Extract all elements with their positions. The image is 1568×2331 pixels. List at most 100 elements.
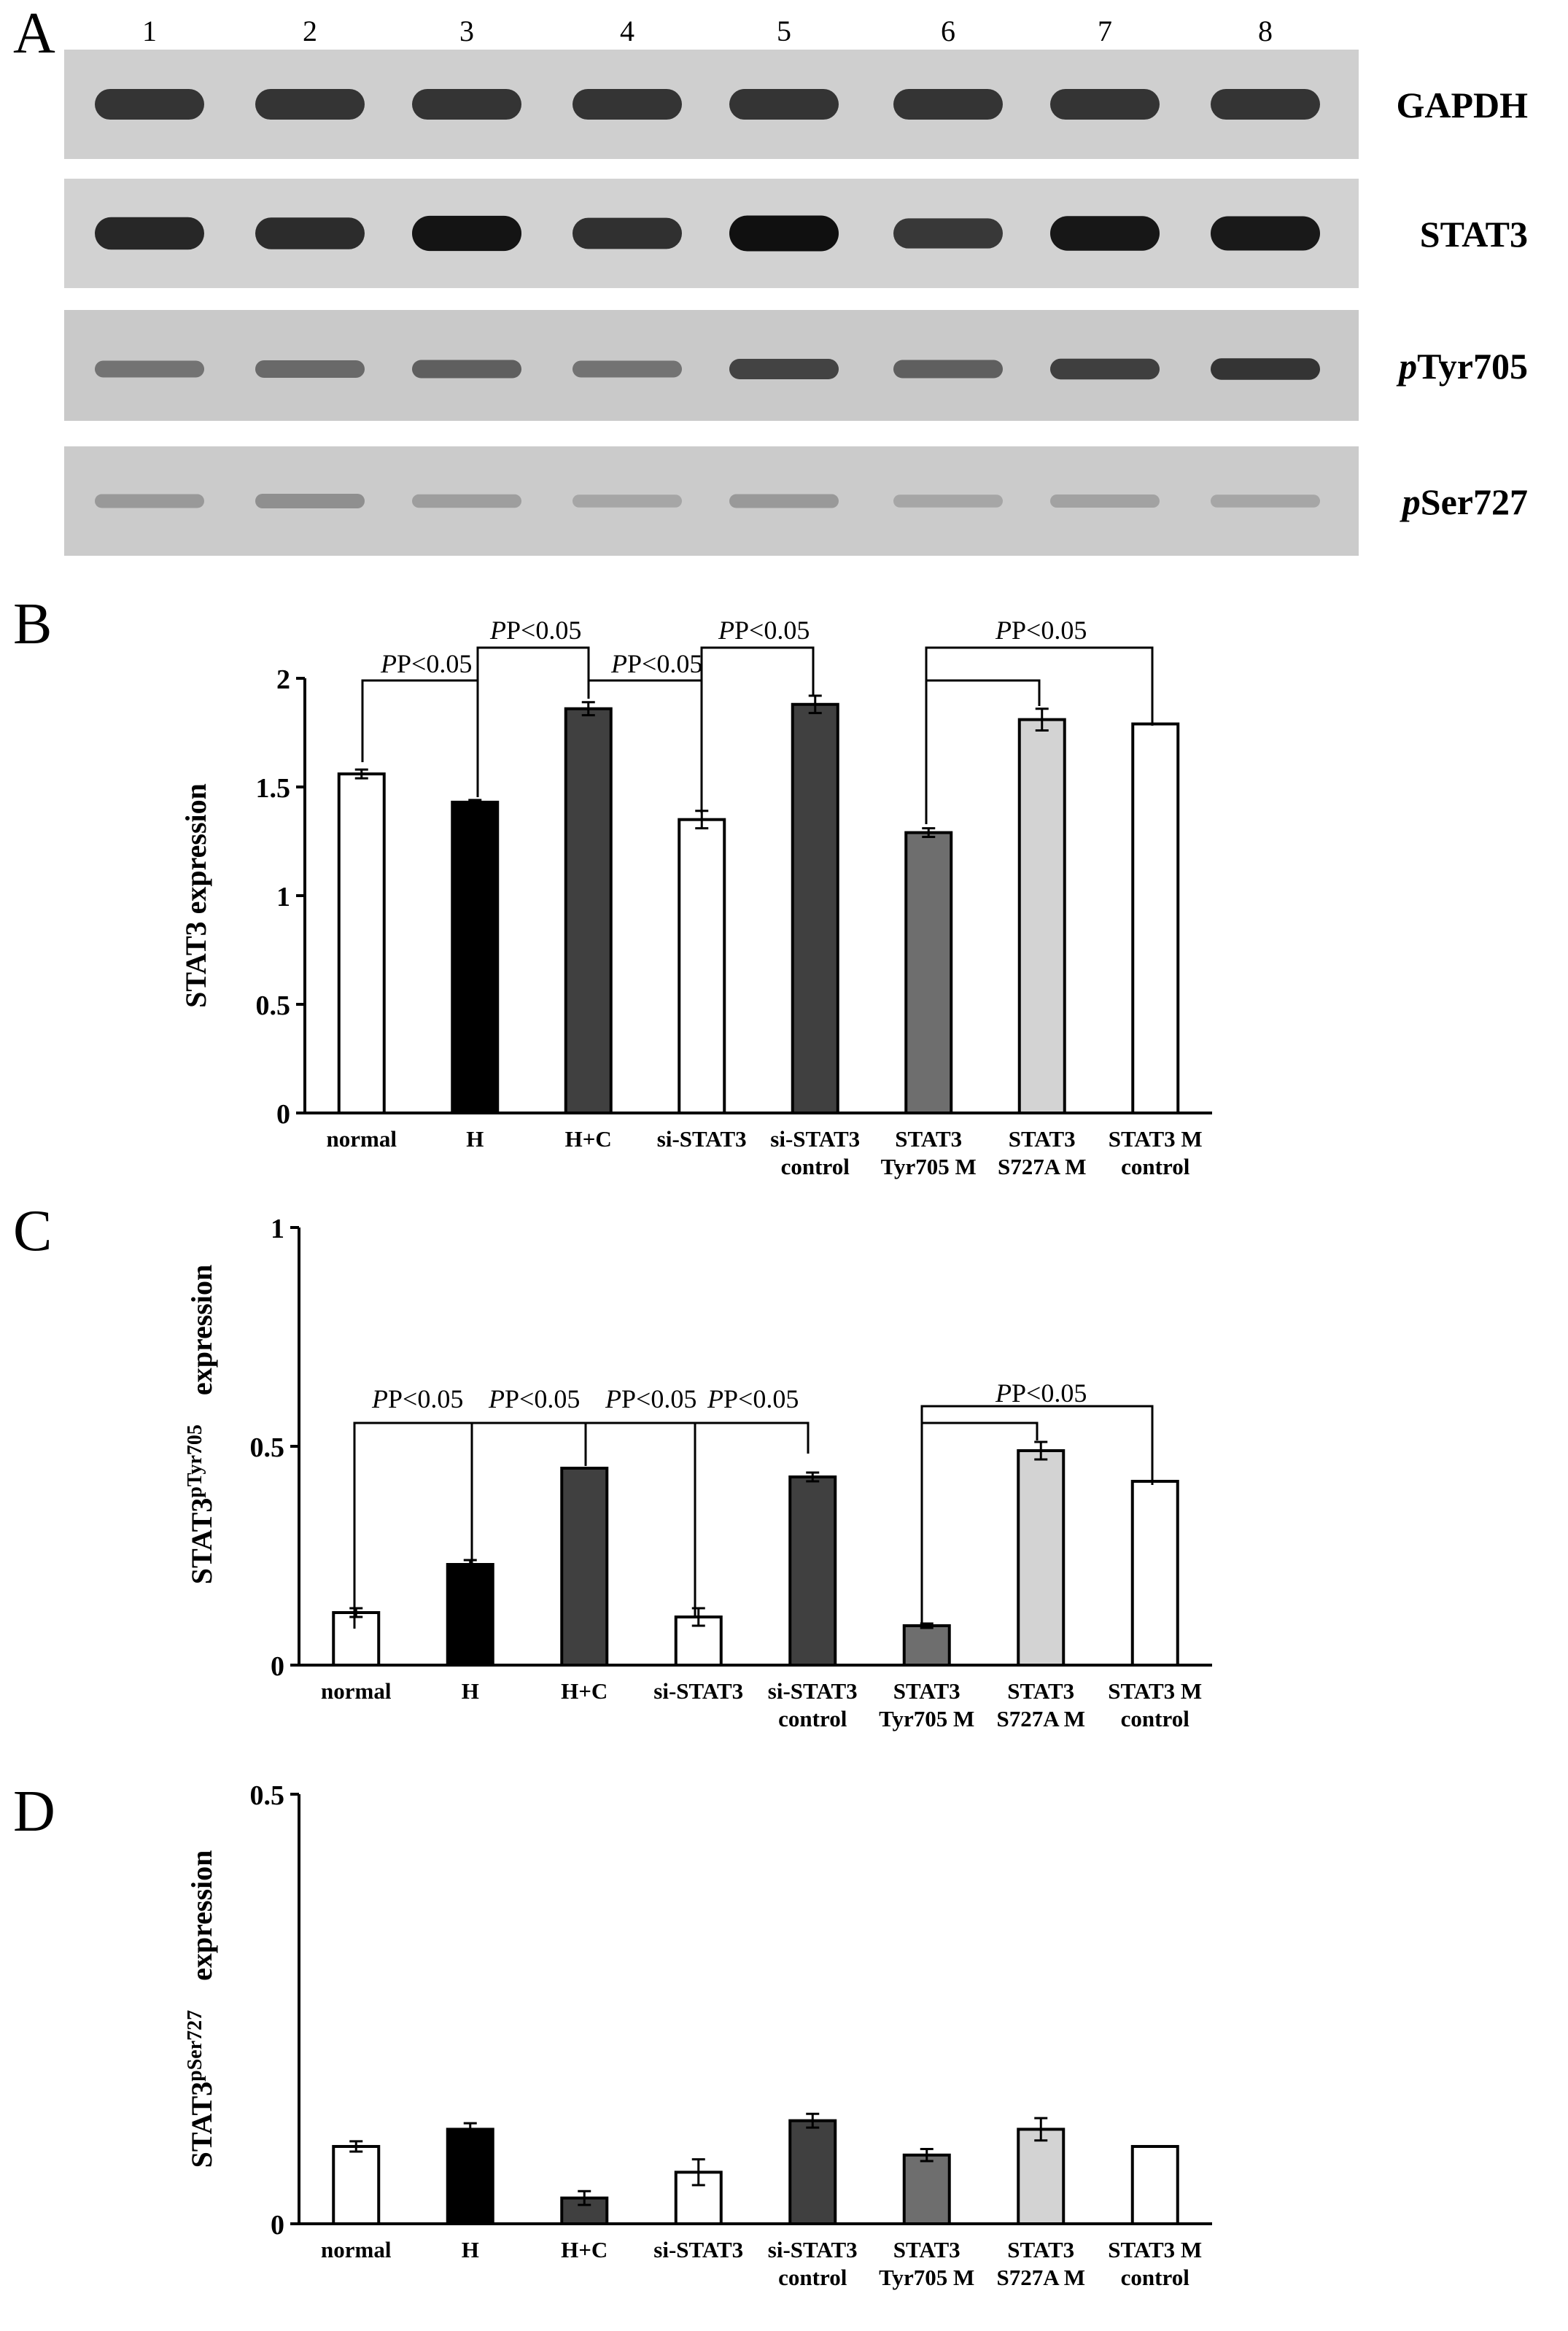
x-tick-label: si-STAT3 [653,1678,743,1704]
blot-band [1211,358,1320,380]
y-tick-label: 0 [276,1099,290,1130]
bar [678,818,726,1114]
blot-band [1211,88,1320,120]
blot-row-label: GAPDH [1396,85,1528,125]
x-tick-label: STAT3 [1007,1678,1074,1704]
bracket-c-tyr-s727 [922,1422,1039,1440]
blot-band [1050,358,1160,380]
bar [902,1624,951,1667]
bracket-c-main [353,1422,810,1629]
y-tick-label: 0.5 [250,1432,285,1463]
bar [1017,2128,1066,2225]
lane-number: 5 [777,15,791,47]
blot-band [95,494,204,508]
blot-band [1050,88,1160,120]
blot-row-label: pSer727 [1400,481,1528,522]
y-axis-label: STAT3 expression [179,783,212,1008]
blot-band [1050,216,1160,251]
bar [791,702,839,1114]
chart-d: 0 0.5 normal H H+C si-STAT3 si-STAT3 control STA… [184,1780,1212,2290]
bar [332,2144,381,2225]
bracket-tyr-s727 [926,679,1041,706]
chart-b-p-labels: PP<0.05 PP<0.05 PP<0.05 PP<0.05 PP<0.05 [380,616,1087,678]
x-tick-label: control [1121,1154,1190,1179]
chart-c-annotations [353,1405,1154,1629]
x-tick-label: H+C [561,1678,608,1704]
x-tick-label: si-STAT3 [653,2237,743,2262]
blot-band [255,217,365,249]
p-label: PP<0.05 [489,616,581,645]
x-tick-label: control [1121,1706,1190,1731]
lane-number: 8 [1258,15,1273,47]
x-tick-label: STAT3 [1009,1126,1076,1152]
x-tick-label: STAT3 [893,1678,960,1704]
bar [446,2128,494,2225]
blot-band [412,88,521,120]
x-tick-label: si-STAT3 [768,2237,858,2262]
x-tick-label: STAT3 [1007,2237,1074,2262]
blot-band [573,494,682,508]
x-tick-label: si-STAT3 [768,1678,858,1704]
lane-number: 1 [142,15,157,47]
lane-number: 7 [1098,15,1112,47]
x-tick-label: si-STAT3 [657,1126,747,1152]
blot-band [893,88,1003,120]
blot-band [729,494,839,508]
blot-rows: GAPDH STAT3 pTyr705 pSer727 [64,50,1528,556]
blot-band [412,215,521,252]
panel-letter-b: B [13,592,52,656]
blot-band [729,215,839,252]
y-tick-label: 0 [271,2210,284,2241]
x-tick-label: STAT3 M [1109,1126,1203,1152]
blot-row-ptyr705: pTyr705 [64,310,1528,421]
blot-band [255,88,365,120]
bar [332,1611,381,1667]
y-axis-label: STAT3pSer727 expression [184,1850,218,2168]
chart-b-annotations [361,646,1154,824]
lane-number: 6 [941,15,955,47]
bar [902,2153,951,2226]
x-tick-label: S727A M [998,1154,1086,1179]
p-label: PP<0.05 [371,1384,463,1413]
bar [1130,1480,1179,1667]
bar [1130,2144,1179,2225]
blot-band [255,494,365,508]
x-tick-label: H+C [565,1126,612,1152]
y-tick-label: 0.5 [250,1780,285,1811]
blot-band [1211,216,1320,251]
p-label: PP<0.05 [610,649,702,678]
y-tick-label: 0.5 [256,990,291,1021]
x-tick-label: normal [321,1678,392,1704]
bracket-h-hc [476,646,590,699]
bar [451,800,500,1114]
blot-band [255,360,365,378]
blot-band [729,88,839,120]
lane-numbers: 1 2 3 4 5 6 7 8 [142,15,1273,47]
panel-letter-a: A [13,1,55,66]
x-tick-label: normal [327,1126,397,1152]
blot-band [573,217,682,249]
bar [788,2119,837,2225]
x-tick-label: Tyr705 M [881,1154,977,1179]
blot-band [729,359,839,379]
blot-band [573,360,682,378]
x-tick-label: S727A M [997,1706,1085,1731]
x-tick-label: STAT3 [893,2237,960,2262]
lane-number: 2 [303,15,317,47]
p-label: PP<0.05 [995,616,1087,645]
y-tick-label: 1 [271,1214,284,1244]
blot-band [412,494,521,508]
y-tick-label: 0 [271,1651,284,1682]
x-tick-label: control [1121,2265,1190,2290]
x-tick-label: control [778,1706,847,1731]
x-tick-label: control [778,2265,847,2290]
chart-c-p-labels: PP<0.05 PP<0.05 PP<0.05 PP<0.05 PP<0.05 [371,1378,1087,1413]
bar [1017,718,1066,1114]
y-tick-label: 1.5 [256,773,291,804]
x-tick-label: STAT3 M [1108,1678,1202,1704]
p-label: PP<0.05 [380,649,472,678]
x-tick-label: S727A M [997,2265,1085,2290]
